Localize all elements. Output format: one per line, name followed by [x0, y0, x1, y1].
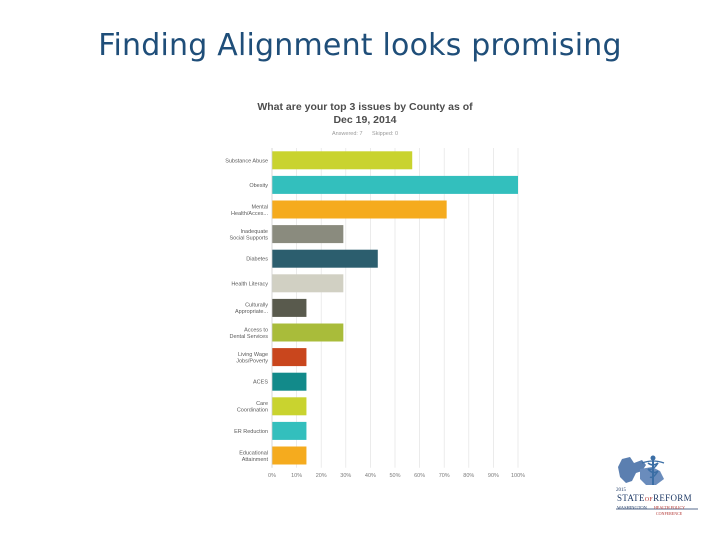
- x-tick-label: 30%: [340, 473, 351, 479]
- category-label: Social Supports: [229, 235, 268, 241]
- category-label: Coordination: [237, 408, 268, 414]
- category-label: Living Wage: [238, 352, 268, 358]
- x-tick-label: 100%: [511, 473, 525, 479]
- x-tick-label: 60%: [414, 473, 425, 479]
- category-label: Mental: [251, 204, 268, 210]
- bar: [272, 274, 344, 293]
- category-label: Diabetes: [246, 257, 268, 263]
- x-tick-label: 40%: [365, 473, 376, 479]
- bar: [272, 249, 378, 268]
- category-label: Access to: [244, 327, 268, 333]
- logo-name-left: STATE: [617, 493, 645, 503]
- skipped-count: Skipped: 0: [372, 131, 399, 137]
- chart-title-line-1: What are your top 3 issues by County as …: [257, 101, 473, 113]
- chart-title: What are your top 3 issues by County as …: [240, 101, 490, 127]
- category-label: Health/Acces...: [231, 211, 268, 217]
- bar: [272, 397, 307, 416]
- logo-subtitle-left: WASHINGTON: [617, 505, 647, 510]
- category-label: Substance Abuse: [225, 158, 268, 164]
- category-label: ACES: [253, 380, 268, 386]
- category-label: Inadequate: [240, 229, 268, 235]
- category-label: Educational: [239, 450, 268, 456]
- x-tick-label: 20%: [316, 473, 327, 479]
- category-label: Obesity: [249, 183, 268, 189]
- bar: [272, 200, 447, 219]
- bar: [272, 348, 307, 367]
- bar: [272, 421, 307, 440]
- category-label: Jobs/Poverty: [236, 358, 268, 364]
- bar: [272, 225, 344, 244]
- x-tick-label: 50%: [389, 473, 400, 479]
- bar: [272, 151, 413, 170]
- logo-name: STATEOFREFORM: [617, 493, 692, 503]
- category-label: ER Reduction: [234, 429, 268, 435]
- logo-subtitle-right-2: CONFERENCE: [656, 511, 683, 516]
- answered-count: Answered: 7: [331, 131, 363, 137]
- category-label: Health Literacy: [231, 281, 268, 287]
- slide-title: Finding Alignment looks promising: [98, 28, 622, 63]
- bar: [272, 175, 518, 194]
- category-label: Care: [256, 401, 268, 407]
- bar: [272, 323, 344, 342]
- x-tick-label: 70%: [439, 473, 450, 479]
- category-label: Culturally: [245, 303, 268, 309]
- chart-title-line-2: Dec 19, 2014: [333, 114, 397, 126]
- state-of-reform-logo: [616, 455, 698, 510]
- x-tick-label: 0%: [268, 473, 276, 479]
- category-label: Attainment: [242, 457, 269, 463]
- bar: [272, 298, 307, 317]
- logo-subtitle-right-1: HEALTH POLICY: [654, 505, 686, 510]
- category-label: Appropriate...: [235, 309, 268, 315]
- bar: [272, 372, 307, 391]
- bar: [272, 446, 307, 465]
- logo-name-of: OF: [644, 497, 654, 503]
- logo-name-right: REFORM: [653, 493, 692, 503]
- x-tick-label: 80%: [463, 473, 474, 479]
- x-tick-label: 90%: [488, 473, 499, 479]
- category-label: Dental Services: [229, 334, 268, 340]
- logo-year: 2015: [616, 488, 626, 493]
- chart-response-counts: Answered: 7 Skipped: 0: [290, 131, 440, 137]
- x-tick-label: 10%: [291, 473, 302, 479]
